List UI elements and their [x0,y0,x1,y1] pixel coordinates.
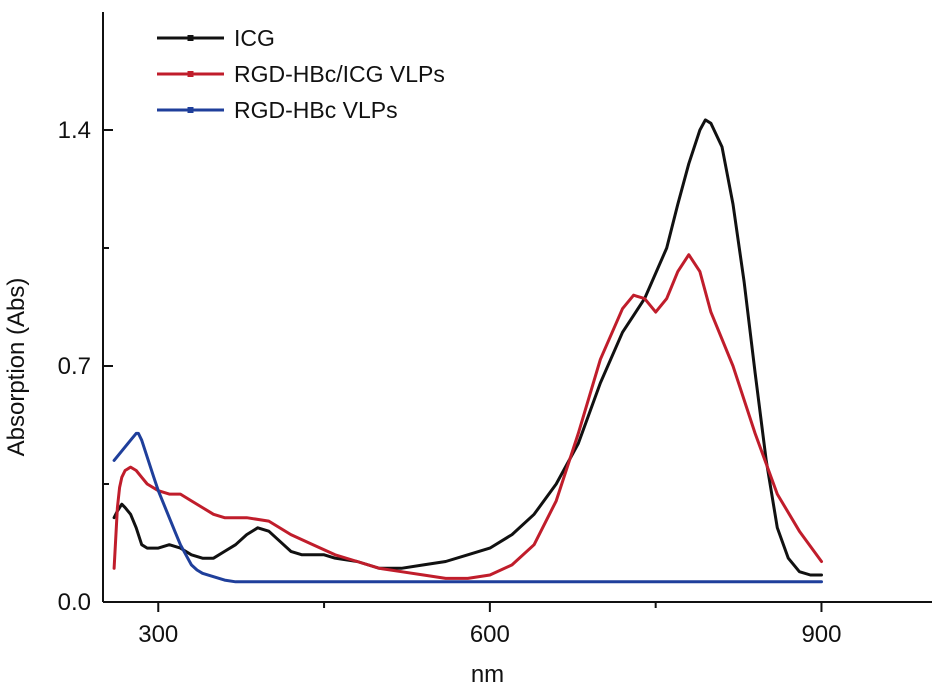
legend-marker [187,107,194,113]
legend-marker [187,71,194,77]
x-axis-title: nm [471,661,504,688]
y-tick-label: 0.7 [58,353,91,380]
series-lines [112,118,823,584]
series-line-2 [112,431,823,584]
ticks: 0.0 0.7 1.4 300 600 900 [58,117,842,648]
legend-marker [187,35,194,41]
y-tick-label: 0.0 [58,589,91,616]
legend-label: ICG [234,25,275,51]
legend: ICG RGD-HBc/ICG VLPs RGD-HBc VLPs [157,25,445,123]
x-tick-label: 900 [801,621,841,648]
x-tick-label: 300 [138,621,178,648]
series-line-1 [112,253,823,580]
x-tick-label: 600 [470,621,510,648]
series-line-0 [112,118,823,577]
axes [102,12,932,603]
legend-label: RGD-HBc VLPs [234,97,398,123]
y-axis-title: Absorption (Abs) [3,278,30,457]
legend-label: RGD-HBc/ICG VLPs [234,61,445,87]
y-tick-label: 1.4 [58,117,91,144]
